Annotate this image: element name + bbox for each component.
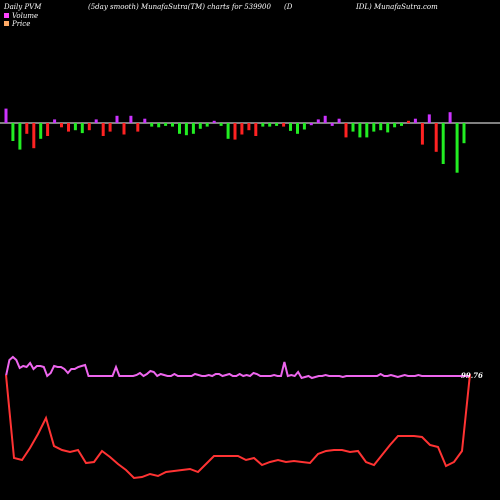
- volume-bar: [434, 123, 438, 152]
- volume-bar: [261, 123, 265, 127]
- volume-bar: [53, 119, 57, 123]
- volume-bar: [455, 123, 459, 173]
- volume-bar: [136, 123, 140, 132]
- volume-bars: [4, 108, 466, 173]
- volume-bar: [11, 123, 15, 141]
- volume-bar: [178, 123, 181, 134]
- volume-bar: [18, 123, 22, 150]
- volume-bar: [73, 123, 77, 131]
- volume-bar: [254, 123, 258, 136]
- volume-bar: [67, 123, 70, 132]
- volume-bar: [302, 123, 306, 130]
- volume-bar: [316, 119, 320, 123]
- volume-bar: [32, 123, 36, 149]
- volume-bar: [441, 123, 445, 164]
- volume-bar: [39, 123, 43, 139]
- header-left: Daily PVM: [3, 3, 42, 11]
- volume-bar: [164, 123, 168, 126]
- volume-bar: [413, 118, 417, 123]
- volume-bar: [282, 123, 286, 127]
- price-last-label: 99.76: [461, 371, 483, 380]
- volume-bar: [309, 123, 313, 126]
- volume-bar: [372, 123, 376, 132]
- volume-line: [5, 355, 470, 380]
- volume-bar: [198, 123, 202, 129]
- volume-bar: [115, 115, 119, 123]
- volume-bar: [379, 123, 383, 131]
- volume-bar: [247, 123, 251, 131]
- volume-bar: [87, 123, 91, 131]
- price-line: [5, 373, 471, 480]
- volume-bar: [337, 118, 341, 123]
- volume-bar: [226, 123, 230, 139]
- volume-bar: [80, 123, 84, 134]
- volume-bar: [393, 123, 397, 128]
- volume-bar: [101, 123, 105, 136]
- volume-bar: [400, 123, 403, 126]
- volume-bar: [365, 123, 369, 138]
- volume-bar: [212, 120, 216, 123]
- volume-bar: [108, 123, 112, 132]
- volume-bar: [233, 123, 237, 140]
- volume-bar: [129, 115, 133, 123]
- legend-volume-label: Volume: [12, 12, 38, 20]
- volume-bar: [143, 118, 147, 123]
- legend-price-swatch: [4, 21, 9, 26]
- header-right-b: IDL) MunafaSutra.com: [355, 3, 438, 11]
- volume-bar: [240, 123, 244, 135]
- volume-bar: [448, 112, 452, 123]
- volume-bar: [25, 123, 29, 134]
- volume-bar: [184, 123, 188, 136]
- header-mid: (5day smooth) MunafaSutra(TM) charts for…: [88, 3, 271, 11]
- volume-bar: [358, 123, 362, 138]
- volume-bar: [205, 123, 209, 127]
- volume-bar: [171, 123, 174, 127]
- volume-bar: [191, 123, 195, 134]
- volume-bar: [351, 123, 355, 132]
- volume-bar: [420, 123, 424, 145]
- volume-bar: [462, 123, 466, 144]
- volume-bar: [268, 123, 272, 127]
- header-right-a: (D: [284, 3, 293, 11]
- volume-bar: [296, 123, 299, 134]
- volume-bar: [150, 123, 154, 127]
- volume-bar: [330, 123, 334, 126]
- volume-bar: [344, 123, 348, 138]
- volume-bar: [219, 123, 223, 126]
- volume-bar: [407, 120, 410, 123]
- volume-bar: [122, 123, 126, 135]
- volume-bar: [289, 123, 292, 131]
- volume-bar: [323, 115, 327, 123]
- volume-bar: [157, 123, 161, 128]
- legend-price-label: Price: [11, 20, 30, 28]
- volume-bar: [94, 119, 98, 123]
- volume-bar: [275, 123, 279, 126]
- legend-volume-swatch: [4, 13, 9, 18]
- volume-bar: [427, 114, 431, 123]
- volume-bar: [60, 123, 63, 128]
- volume-bar: [386, 123, 390, 133]
- volume-bar: [4, 108, 8, 123]
- volume-bar: [46, 123, 50, 136]
